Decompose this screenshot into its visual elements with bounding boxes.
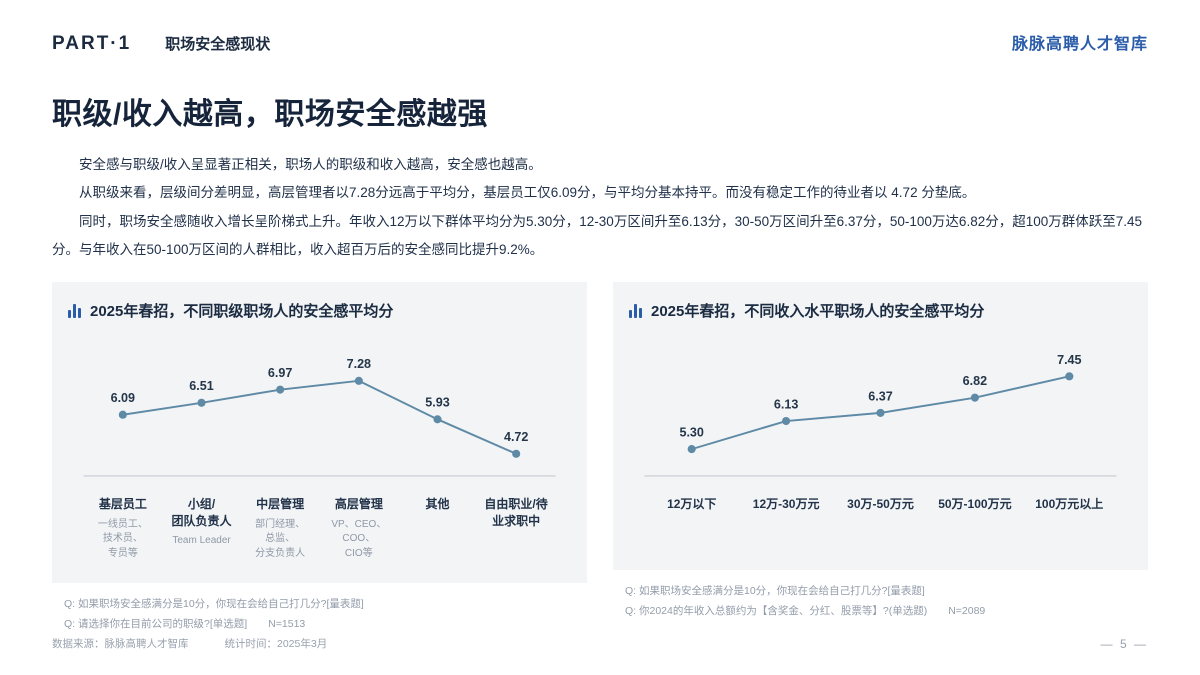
category-label: 100万元以上 [1022,496,1116,513]
x-axis-labels: 12万以下 12万-30万元 30万-50万元 50万-100万元 100万元以上 [629,496,1132,513]
footnote: Q: 请选择你在目前公司的职级?[单选题] N=1513 [64,617,306,630]
chart-title: 2025年春招，不同收入水平职场人的安全感平均分 [651,303,985,321]
line-chart-svg: 6.09 6.51 6.97 7.28 5.93 4.72 [83,358,556,477]
data-point [433,415,442,424]
charts-row: 2025年春招，不同职级职场人的安全感平均分 6.09 6.51 6.97 7.28 5… [52,282,1148,635]
chart-panel-job-level: 2025年春招，不同职级职场人的安全感平均分 6.09 6.51 6.97 7.28 5… [52,282,587,584]
report-slide: PART·1 职场安全感现状 脉脉高聘人才智库 职级/收入越高，职场安全感越强 … [52,0,1148,651]
value-label: 5.93 [425,396,449,410]
category-name: 12万-30万元 [752,496,820,511]
brand-logo-text: 脉脉高聘人才智库 [1011,36,1148,53]
value-label: 6.37 [868,390,892,404]
category-name: 自由职业/待 业求职中 [484,496,548,528]
chart-block-job-level: 2025年春招，不同职级职场人的安全感平均分 6.09 6.51 6.97 7.28 5… [52,282,587,635]
value-label: 6.13 [774,398,798,412]
value-label: 6.97 [268,366,292,380]
chart-title-row: 2025年春招，不同职级职场人的安全感平均分 [68,300,571,321]
header-breadcrumb: PART·1 职场安全感现状 [52,33,270,55]
value-label: 7.45 [1057,353,1081,367]
data-point [512,450,521,459]
line-chart-svg: 5.30 6.13 6.37 6.82 7.45 [644,353,1117,477]
data-point [118,411,127,420]
category-sublabel: Team Leader [172,535,231,547]
page-number: — 5 — [1100,636,1148,651]
category-name: 基层员工 [98,496,147,511]
data-source: 数据来源：脉脉高聘人才智库 [52,638,189,650]
chart-panel-income: 2025年春招，不同收入水平职场人的安全感平均分 5.30 6.13 6.37 6.8… [613,282,1148,571]
category-label: 自由职业/待 业求职中 [477,496,556,561]
category-label: 小组/团队负责人 Team Leader [162,496,241,561]
data-point [1065,372,1074,381]
category-sublabel: 部门经理、总监、 分支负责人 [255,518,306,559]
category-name: 12万以下 [667,496,717,511]
chart-footnotes: Q: 如果职场安全感满分是10分，你现在会给自己打几分?[量表题] Q: 你20… [613,582,1148,622]
data-point [782,417,791,426]
section-label: 职场安全感现状 [165,36,271,53]
category-sublabel: 一线员工、技术员、 专员等 [97,518,148,559]
paragraph: 从职级来看，层级间分差明显，高层管理者以7.28分远高于平均分，基层员工仅6.0… [79,185,976,201]
value-label: 6.82 [963,374,987,388]
category-label: 30万-50万元 [833,496,927,513]
bar-chart-icon [629,303,642,318]
page-title: 职级/收入越高，职场安全感越强 [52,98,488,131]
bar-chart-icon [68,303,81,318]
part-label: PART·1 [52,33,132,54]
category-name: 中层管理 [256,496,305,511]
chart-block-income: 2025年春招，不同收入水平职场人的安全感平均分 5.30 6.13 6.37 6.8… [613,282,1148,622]
x-axis-labels: 基层员工一线员工、技术员、 专员等 小组/团队负责人 Team Leader 中层管理… [68,496,571,561]
category-name: 小组/团队负责人 [171,496,232,528]
category-sublabel: VP、CEO、COO、 CIO等 [331,518,387,559]
stat-time: 统计时间：2025年3月 [224,638,328,650]
series-line [122,380,517,456]
body-text: 安全感与职级/收入呈显著正相关，职场人的职级和收入越高，安全感也越高。 从职级来… [52,151,1148,264]
category-label: 其他 [398,496,477,561]
footer-meta: 数据来源：脉脉高聘人才智库 统计时间：2025年3月 [52,636,327,651]
chart-title: 2025年春招，不同职级职场人的安全感平均分 [90,303,394,321]
category-name: 50万-100万元 [938,496,1012,511]
footnote: Q: 如果职场安全感满分是10分，你现在会给自己打几分?[量表题] [64,598,364,611]
data-point [970,393,979,403]
paragraph: 同时，职场安全感随收入增长呈阶梯式上升。年收入12万以下群体平均分为5.30分，… [52,213,1143,258]
value-label: 6.09 [111,392,135,406]
category-label: 基层员工一线员工、技术员、 专员等 [84,496,163,561]
category-name: 其他 [425,496,450,511]
category-label: 12万-30万元 [739,496,833,513]
data-point [687,445,696,454]
paragraph: 安全感与职级/收入呈显著正相关，职场人的职级和收入越高，安全感也越高。 [79,157,542,172]
category-label: 中层管理部门经理、总监、 分支负责人 [241,496,320,561]
category-name: 高层管理 [334,496,383,511]
value-label: 7.28 [347,358,371,372]
category-label: 50万-100万元 [928,496,1022,513]
data-point [876,409,885,418]
footer: 数据来源：脉脉高聘人才智库 统计时间：2025年3月 — 5 — [52,636,1148,651]
chart-title-row: 2025年春招，不同收入水平职场人的安全感平均分 [629,300,1132,321]
value-label: 4.72 [504,431,528,445]
data-point [276,385,285,395]
footnote: Q: 如果职场安全感满分是10分，你现在会给自己打几分?[量表题] [625,585,925,598]
data-point [197,399,206,408]
footnote: Q: 你2024的年收入总额约为【含奖金、分红、股票等】?(单选题) N=208… [625,605,986,618]
category-label: 12万以下 [645,496,739,513]
chart-footnotes: Q: 如果职场安全感满分是10分，你现在会给自己打几分?[量表题] Q: 请选择… [52,595,587,635]
value-label: 5.30 [679,426,703,440]
category-name: 100万元以上 [1035,496,1104,511]
category-name: 30万-50万元 [847,496,914,511]
category-label: 高层管理 VP、CEO、COO、 CIO等 [320,496,399,561]
header: PART·1 职场安全感现状 脉脉高聘人才智库 [52,0,1148,55]
value-label: 6.51 [189,380,213,394]
data-point [354,377,363,386]
